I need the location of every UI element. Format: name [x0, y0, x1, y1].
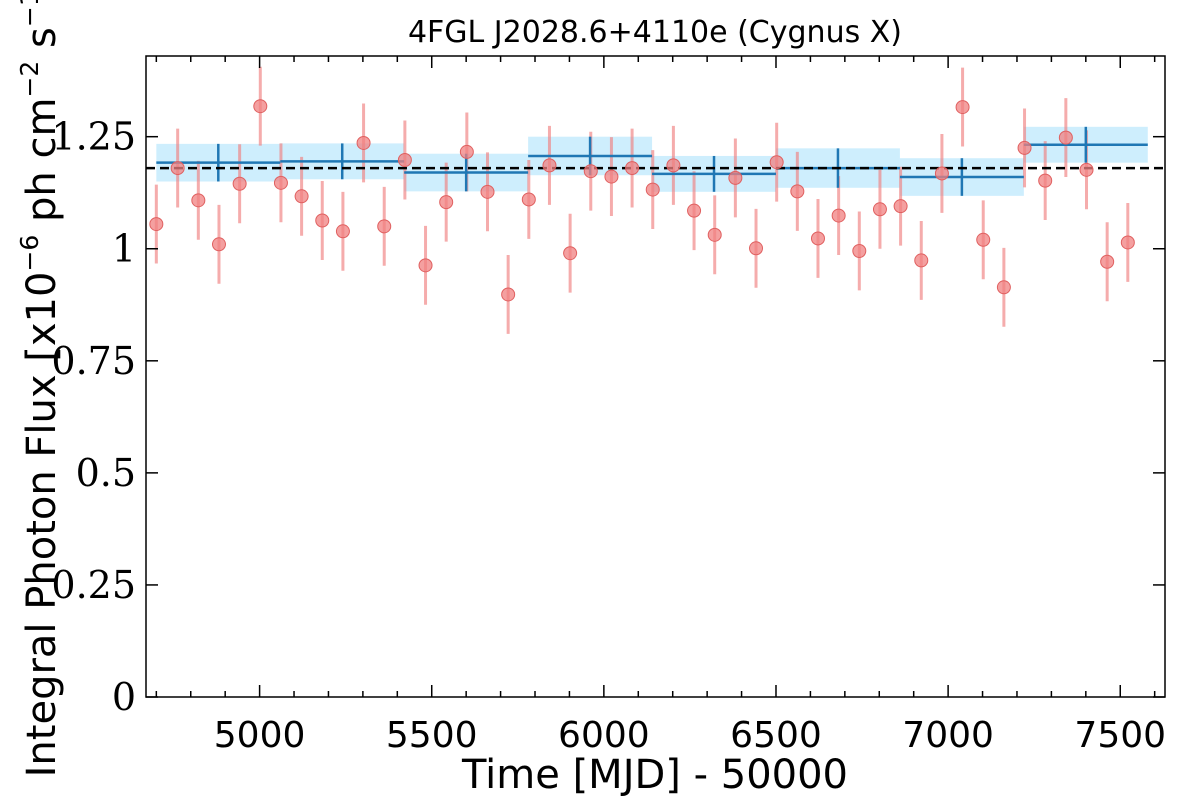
data-point: [170, 161, 185, 176]
data-point: [1038, 173, 1053, 188]
x-tick-label: 7500: [1074, 715, 1166, 756]
data-point: [1017, 140, 1032, 155]
data-point: [335, 224, 350, 239]
data-point: [542, 158, 557, 173]
data-point: [604, 169, 619, 184]
x-tick-label: 6000: [558, 715, 650, 756]
data-point: [1120, 235, 1135, 250]
data-point: [418, 258, 433, 273]
x-tick-label: 7000: [902, 715, 994, 756]
data-point: [501, 287, 516, 302]
data-point: [955, 100, 970, 115]
data-point: [728, 170, 743, 185]
data-point: [645, 182, 660, 197]
data-point: [934, 166, 949, 181]
x-tick-label: 5500: [386, 715, 478, 756]
data-point: [625, 161, 640, 176]
data-point: [273, 175, 288, 190]
y-tick-label: 0.25: [51, 563, 136, 607]
data-point: [439, 195, 454, 210]
data-point: [232, 176, 247, 191]
x-tick-label: 6500: [730, 715, 822, 756]
y-axis-label: Integral Photon Flux [x10−6 ph cm−2 s−1]: [15, 0, 65, 777]
x-axis-label: Time [MJD] - 50000: [461, 752, 848, 798]
data-point: [749, 241, 764, 256]
y-tick-label: 0: [112, 675, 136, 719]
data-point: [893, 199, 908, 214]
data-point: [459, 144, 474, 159]
data-point: [480, 184, 495, 199]
data-point: [294, 189, 309, 204]
y-tick-label: 1: [112, 227, 136, 271]
data-point: [583, 164, 598, 179]
data-point: [831, 208, 846, 223]
data-point: [790, 184, 805, 199]
data-point: [397, 152, 412, 167]
plot-area: [146, 66, 1165, 334]
data-point: [149, 217, 164, 232]
data-point: [315, 213, 330, 228]
axis-ticks: 5000 5500 6000 6500 7000 7500 0 0.25 0.5 0.75 1 1.2…: [51, 56, 1166, 756]
data-point: [521, 192, 536, 207]
axes-frame: [145, 55, 1166, 698]
data-point: [356, 135, 371, 150]
y-tick-label: 0.75: [51, 339, 136, 383]
data-point: [976, 232, 991, 247]
data-point: [852, 243, 867, 258]
data-point: [377, 219, 392, 234]
y-tick-label: 1.25: [51, 115, 136, 159]
data-point: [914, 253, 929, 268]
data-point: [211, 237, 226, 252]
data-point: [769, 155, 784, 170]
data-point: [872, 202, 887, 217]
data-point: [687, 203, 702, 218]
data-point: [666, 158, 681, 173]
data-point: [563, 246, 578, 261]
data-point: [253, 99, 268, 114]
data-point: [996, 280, 1011, 295]
data-point: [1100, 254, 1115, 269]
y-tick-label: 0.5: [76, 451, 136, 495]
data-point: [1079, 162, 1094, 177]
data-point: [1058, 130, 1073, 145]
x-tick-label: 5000: [214, 715, 306, 756]
chart-title: 4FGL J2028.6+4110e (Cygnus X): [408, 15, 902, 50]
data-point: [810, 231, 825, 246]
data-point: [707, 227, 722, 242]
data-point: [191, 193, 206, 208]
